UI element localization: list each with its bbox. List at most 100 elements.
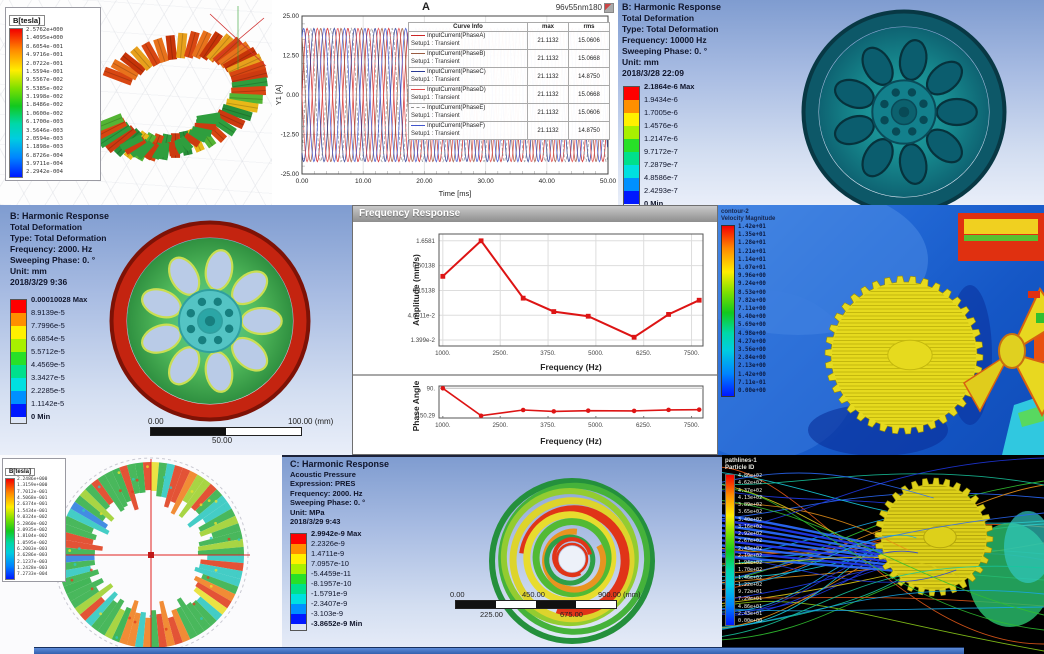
svg-text:0.50138: 0.50138 [413,263,436,270]
curve-swatch [411,88,425,90]
color-band [624,178,639,191]
color-band [11,313,26,326]
legend-value: 4.86e+02 [738,473,763,479]
wheel-model-red[interactable] [96,209,348,429]
legend-value: 6.2003e-003 [17,546,48,552]
curve-swatch [411,106,425,108]
curve-value-cell: 21.1132 [527,31,569,50]
curve-info-table: Curve Info max rms InputCurrent(PhaseA) Setu… [408,22,610,140]
legend-value: 7.29e+01 [738,596,763,603]
curve-name-cell: InputCurrent(PhaseF) Setup1 : Transient [408,121,528,140]
legend-value: 2.2942e-004 [26,169,64,176]
amplitude-chart[interactable]: 1000. 2500. 3750. 5000. 6250. 7500. 1.6581 0.50… [353,222,717,372]
curve-swatch [411,70,425,72]
legend-value: 2.1237e-003 [17,559,48,565]
legend-value: 1.42e+01 [738,224,766,230]
legend-value: 3.89e+02 [738,502,763,508]
legend-value: 1.42e+00 [738,371,766,378]
color-band [291,574,306,584]
curve-value-cell: 14.8750 [568,121,610,140]
window-splitter[interactable] [353,374,717,376]
info-line: Total Deformation [10,222,83,232]
legend-header-line: Velocity Magnitude [721,216,776,222]
legend-value: 3.3427e-5 [31,373,65,382]
deformation-legend: 2.1864e-6 Max 1.9434e-6 1.7005e-6 1.4576e-6… [623,82,722,205]
svg-text:3750.: 3750. [540,422,556,429]
legend-value: 1.8104e-002 [17,534,48,540]
curve-value-cell: 21.1132 [527,103,569,122]
harmonic-response-10000hz-viewport[interactable]: B: Harmonic Response Total Deformation Typ… [618,0,1044,205]
legend-value: 2.0594e-003 [26,135,64,142]
legend-value: 2.4293e-7 [644,186,678,195]
legend-value: 2.13e+00 [738,363,766,370]
legend-header: pathlines-1 Particle ID [725,458,762,472]
legend-values: 2.2486e+000 1.3159e+000 7.7012e-001 4.5068e… [17,477,48,578]
info-line: Frequency: 2000. Hz [10,244,93,254]
cfd-velocity-viewport[interactable]: contour-2 Velocity Magnitude 1.42e+01 1.35… [718,205,1044,455]
chart-title: A [422,1,430,13]
legend-value: 5.2860e-002 [17,521,48,527]
streamlines-scene[interactable] [722,455,1044,654]
curve-value-cell: 15.0606 [568,103,610,122]
svg-text:40.00: 40.00 [539,178,556,185]
rotor-field-viewport[interactable]: B[tesla] 2.2486e+000 1.3159e+000 7.7012e-0… [0,455,282,654]
table-row: InputCurrent(PhaseD) Setup1 : Transient 21… [408,85,610,104]
harmonic-response-2000hz-viewport[interactable]: B: Harmonic Response Total Deformation Typ… [0,205,352,455]
legend-value: 2.6374e-001 [17,502,48,508]
legend-value: 2.2326e-9 [311,539,345,548]
color-band [11,352,26,365]
color-band [291,594,306,604]
phase-angle-chart[interactable]: 90. -150.29 1000. 2500. 3750. 5000. 6250. 7500.… [353,378,717,454]
legend-value: 9.0324e-002 [17,515,48,521]
table-header: Curve Info [408,22,528,32]
svg-text:0.15138: 0.15138 [413,288,436,295]
velocity-legend: contour-2 Velocity Magnitude 1.42e+01 1.35… [721,209,775,397]
legend-value: 0 Min [31,412,51,421]
torus-coil-model[interactable] [60,0,272,205]
acoustic-disc-model[interactable] [422,457,722,654]
pathlines-viewport[interactable]: pathlines-1 Particle ID 4.86e+02 4.62e+02 4… [722,455,1044,654]
legend-value: 1.28e+01 [738,240,766,247]
svg-text:Phase Angle: Phase Angle [411,380,421,431]
curve-name-cell: InputCurrent(PhaseA) Setup1 : Transient [408,31,528,50]
legend-value: -8.1957e-10 [311,579,352,588]
legend-value: 9.5567e-002 [26,77,64,84]
legend-value: 9.24e+00 [738,281,766,288]
legend-value: -3.103e-9 [311,609,344,618]
legend-value: 4.98e+00 [738,330,766,337]
plot-marker-icon [604,3,614,13]
wheel-model-teal[interactable] [738,0,1044,205]
legend-value: 8.53e+00 [738,289,766,296]
rotor-field-plot[interactable] [28,455,280,654]
transient-current-chart-panel: A 96v55nm180 25.00 12.50 0.00 -12.50 -25.00 0… [272,0,618,205]
svg-text:4.6011e-2: 4.6011e-2 [408,312,436,319]
b-field-legend: B[tesla] 2.5762e+000 1.4095e+000 8.6054e-0… [5,7,101,181]
color-band [624,87,639,100]
color-band [291,584,306,594]
legend-value: 2.84e+00 [738,355,766,362]
legend-value: 1.3159e+000 [17,483,48,489]
info-line: 2018/3/28 22:09 [622,68,684,78]
svg-text:-25.00: -25.00 [281,171,300,178]
legend-value: 2.2486e+000 [17,477,48,482]
table-header: rms [568,22,610,32]
acoustic-pressure-viewport[interactable]: C: Harmonic Response Acoustic Pressure Exp… [282,455,722,654]
color-ramp [9,28,23,178]
curve-swatch [411,124,425,126]
legend-value: 4.4569e-5 [31,360,65,369]
svg-text:1.6581: 1.6581 [416,238,435,245]
curve-sub-label: Setup1 : Transient [411,94,460,101]
svg-text:Y1 [A]: Y1 [A] [274,85,283,105]
em-torus-viewport[interactable]: B[tesla] 2.5762e+000 1.4095e+000 8.6054e-0… [0,0,272,205]
design-badge: 96v55nm180 [555,3,602,12]
legend-value: -2.3407e-9 [311,599,348,608]
legend-header-line: pathlines-1 [725,458,757,464]
result-info-block: B: Harmonic Response Total Deformation Typ… [622,2,721,79]
cfd-contour-scene[interactable] [718,205,1044,455]
table-row: InputCurrent(PhaseE) Setup1 : Transient 21… [408,103,610,122]
curve-value-cell: 21.1132 [527,85,569,104]
color-band [11,378,26,391]
window-titlebar[interactable]: Frequency Response [353,206,717,222]
legend-value: 1.7005e-6 [644,108,678,117]
